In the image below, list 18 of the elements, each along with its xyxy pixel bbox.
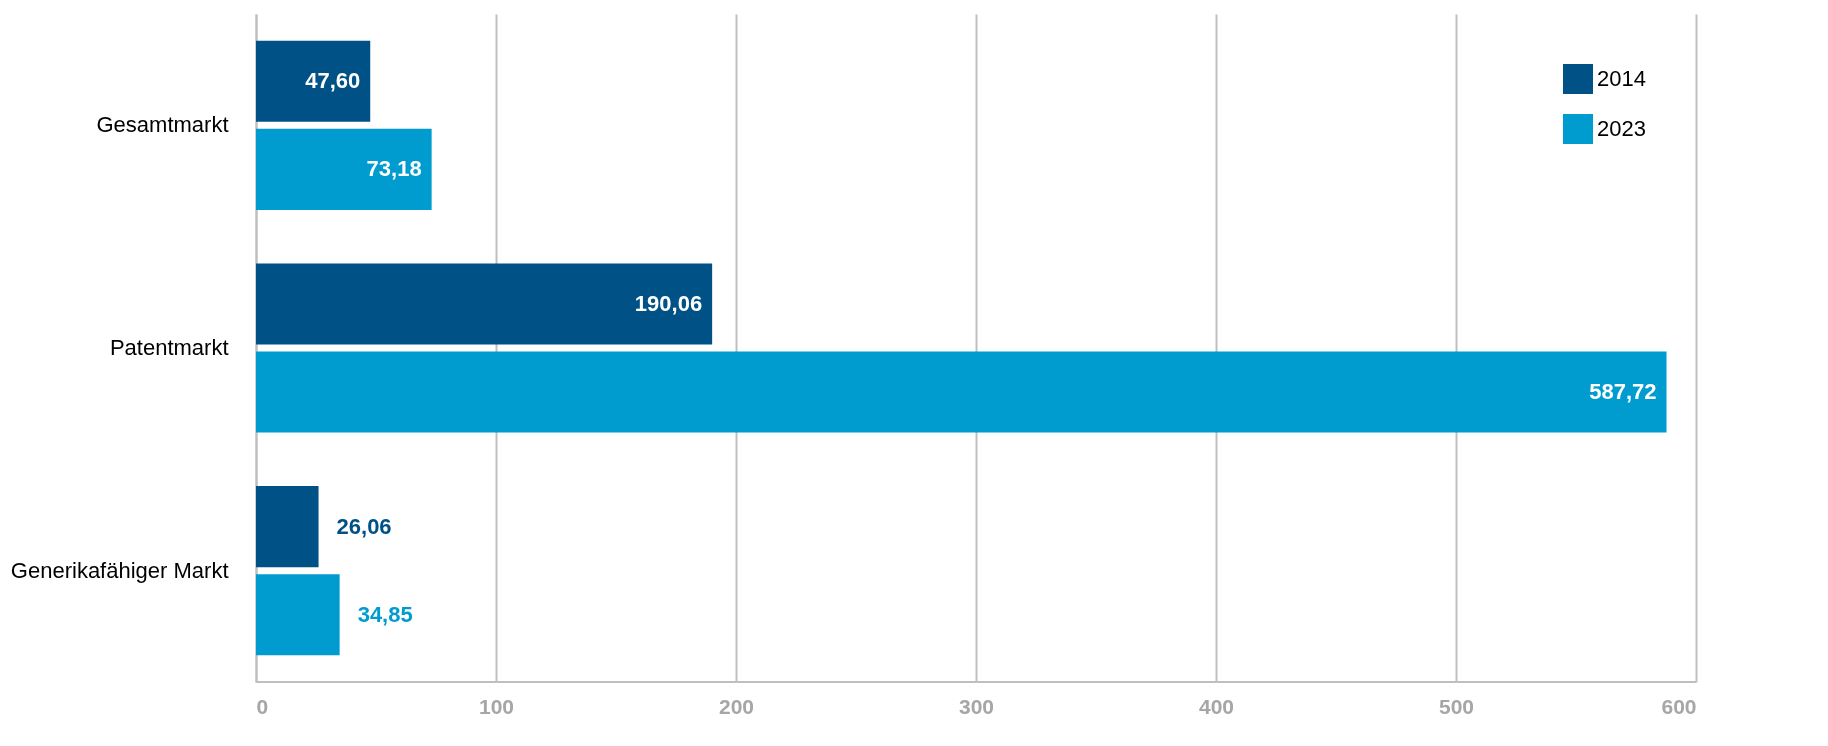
y-tick-label: Patentmarkt bbox=[109, 335, 229, 360]
x-tick-label: 600 bbox=[1661, 694, 1697, 718]
x-tick-label: 100 bbox=[478, 694, 515, 718]
y-tick-label: Gesamtmarkt bbox=[96, 112, 229, 138]
x-tick-label: 500 bbox=[1438, 694, 1475, 718]
data-label: 587,72 bbox=[1589, 379, 1657, 405]
data-label: 34,85 bbox=[357, 601, 413, 627]
data-label: 73,18 bbox=[366, 156, 422, 182]
y-tick-label: Generikafähiger Markt bbox=[10, 557, 229, 583]
data-label: 47,60 bbox=[305, 68, 361, 94]
x-tick-label: 200 bbox=[718, 694, 755, 718]
x-tick-label: 0 bbox=[256, 694, 269, 718]
legend-label: 2014 bbox=[1597, 66, 1646, 91]
legend-label: 2023 bbox=[1597, 116, 1646, 141]
data-label: 26,06 bbox=[336, 513, 392, 539]
x-tick-label: 400 bbox=[1198, 694, 1235, 718]
x-tick-label: 300 bbox=[958, 694, 995, 718]
data-label: 190,06 bbox=[634, 290, 703, 316]
